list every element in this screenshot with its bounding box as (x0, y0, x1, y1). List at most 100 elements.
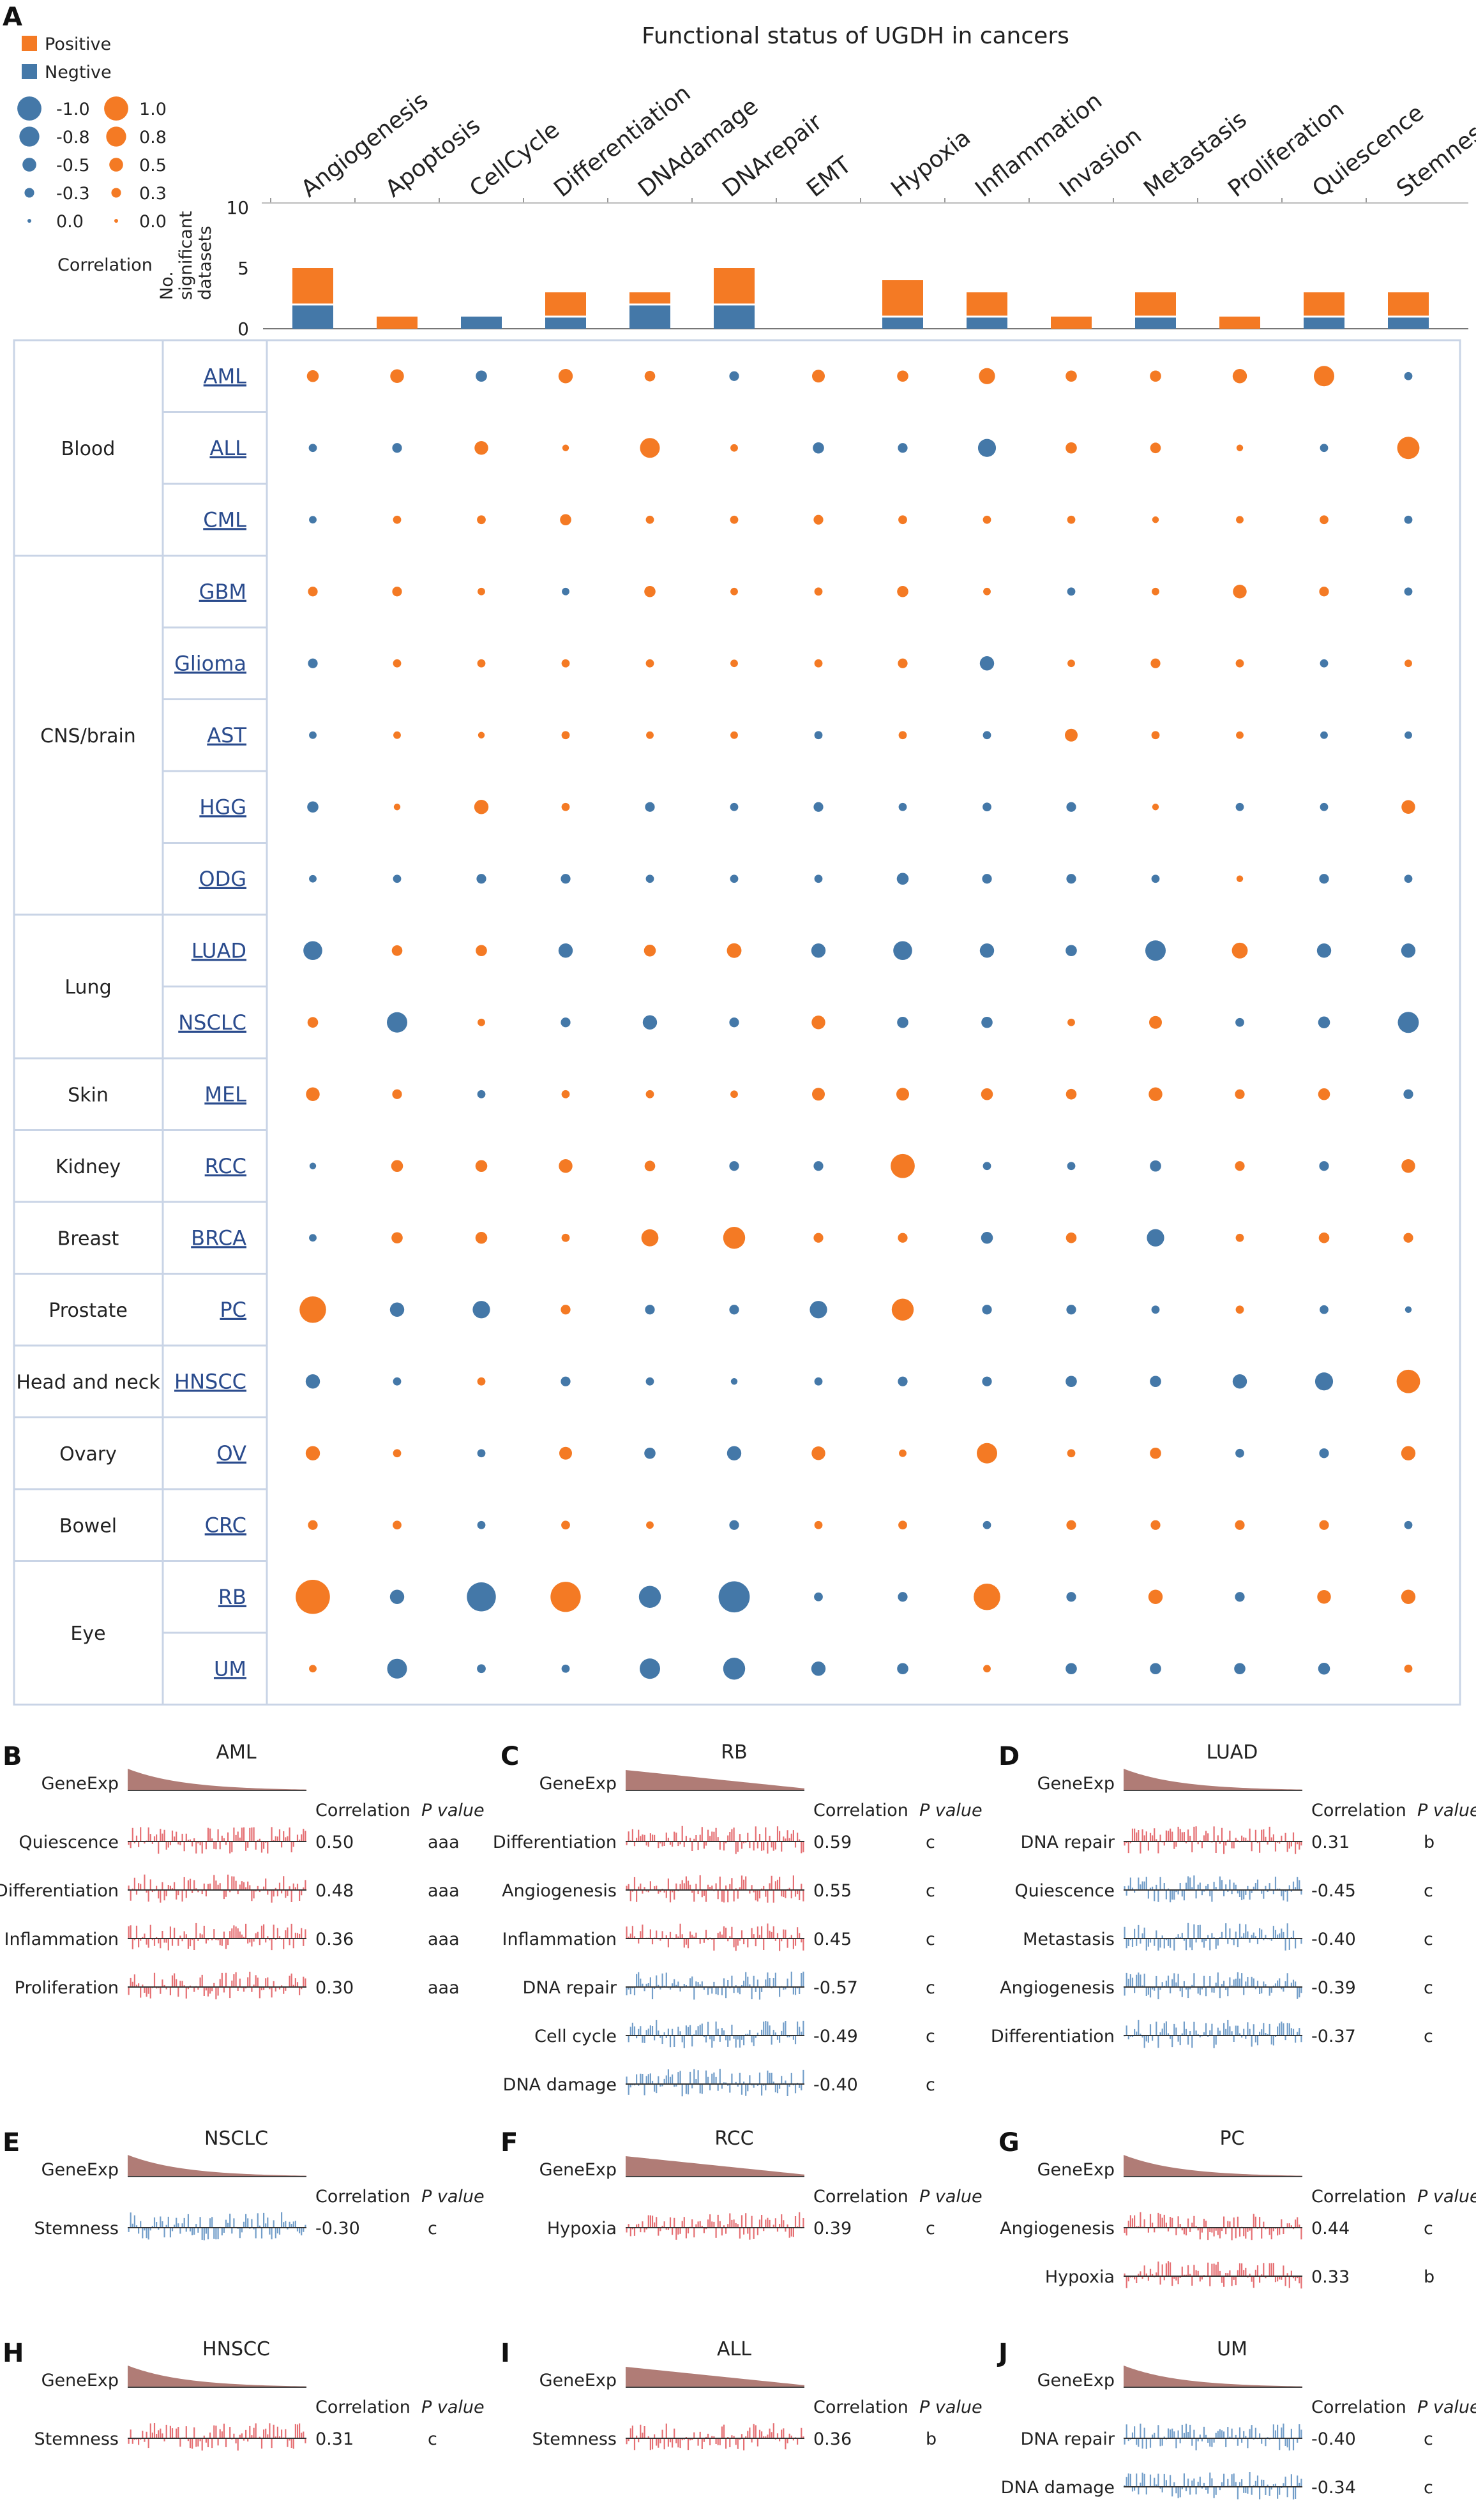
dot-aml-proliferation (1232, 369, 1247, 384)
dot-mel-invasion (1066, 1088, 1077, 1100)
dot-rb-cellcycle (467, 1582, 496, 1612)
geneexp-profile (128, 1769, 306, 1790)
dot-rb-quiescence (1317, 1590, 1331, 1604)
bar-negative-angiogenesis (292, 304, 333, 329)
trace-row: DNA repair 0.31 b (1021, 1826, 1435, 1854)
dot-all-dnarepair (730, 444, 738, 452)
trace-row: Hypoxia 0.33 b (1045, 2261, 1435, 2289)
matrix-border (13, 339, 1461, 1706)
dot-aml-metastasis (1150, 370, 1161, 382)
dot-all-angiogenesis (308, 444, 317, 453)
dot-mel-stemness (1403, 1089, 1413, 1099)
trace-tumor-name: NSCLC (204, 2127, 268, 2150)
p-value-header: P value (1417, 1801, 1476, 1820)
trace-row: Differentiation -0.37 c (991, 2020, 1433, 2048)
geneexp-label: GeneExp (41, 1774, 119, 1794)
trace-panel-letter: G (998, 2128, 1020, 2157)
dot-cml-dnarepair (730, 515, 739, 524)
dot-odg-dnarepair (730, 874, 739, 883)
trace-row-label: Hypoxia (547, 2219, 617, 2239)
dot-brca-cellcycle (475, 1231, 488, 1244)
group-label-breast: Breast (57, 1227, 119, 1250)
dot-gbm-metastasis (1152, 587, 1159, 596)
geneexp-label: GeneExp (41, 2160, 119, 2180)
dot-hnscc-quiescence (1314, 1372, 1334, 1391)
trace-correlation-value: -0.57 (813, 1978, 858, 1998)
legend-positive-size-circle (111, 188, 121, 198)
dot-rcc-quiescence (1319, 1161, 1329, 1171)
dot-matrix: Blood CNS/brain Lung Skin Kidney Breast Prosta… (13, 339, 1461, 1706)
legend-negative-size-circle (19, 126, 40, 147)
dot-rcc-emt (813, 1161, 824, 1171)
dot-hnscc-invasion (1066, 1376, 1077, 1388)
bar-positive-proliferation (1219, 317, 1260, 329)
trace-row-label: Stemness (34, 2429, 119, 2449)
legend-positive-size-value: 0.3 (139, 184, 167, 204)
dot-um-dnadamage (640, 1658, 660, 1679)
trace-correlation-value: -0.40 (1311, 2429, 1356, 2449)
dot-luad-angiogenesis (303, 941, 322, 961)
dot-pc-apoptosis (389, 1302, 405, 1317)
dot-ov-stemness (1401, 1446, 1416, 1460)
dot-glioma-angiogenesis (308, 658, 318, 668)
trace-correlation-value: 0.36 (315, 1930, 354, 1949)
dot-luad-differentiation (558, 943, 573, 958)
trace-p-value: b (1424, 1833, 1435, 1852)
dot-luad-apoptosis (391, 945, 403, 956)
trace-tumor-name: PC (1219, 2127, 1244, 2150)
dot-mel-inflammation (981, 1088, 993, 1100)
legend-negative-size-circle (22, 158, 36, 172)
geneexp-label: GeneExp (1037, 1774, 1115, 1794)
trace-row-label: DNA damage (1001, 2478, 1115, 2498)
column-header-differentiation: Differentiation (549, 80, 695, 202)
trace-correlation-value: 0.30 (315, 1978, 354, 1998)
legend-negative-size-value: 0.0 (56, 212, 84, 232)
dot-rcc-apoptosis (391, 1160, 403, 1173)
dot-brca-dnarepair (723, 1227, 746, 1249)
dot-rcc-angiogenesis (309, 1162, 317, 1169)
dot-ov-dnadamage (644, 1447, 656, 1459)
dot-cml-hypoxia (898, 515, 907, 525)
trace-correlation-value: 0.45 (813, 1930, 852, 1949)
dot-odg-apoptosis (393, 874, 402, 883)
dot-hnscc-dnadamage (645, 1377, 654, 1386)
trace-p-value: aaa (428, 1978, 460, 1998)
tumor-link-hgg: HGG (199, 795, 246, 819)
dot-glioma-inflammation (979, 656, 995, 671)
dot-glioma-invasion (1067, 659, 1075, 668)
dot-glioma-apoptosis (393, 659, 402, 668)
p-value-header: P value (1417, 2397, 1476, 2417)
dot-ov-inflammation (977, 1443, 997, 1464)
geneexp-label: GeneExp (1037, 2371, 1115, 2390)
dot-hnscc-emt (814, 1377, 823, 1386)
dot-luad-stemness (1401, 943, 1416, 958)
dot-ov-metastasis (1150, 1447, 1161, 1459)
dot-glioma-metastasis (1150, 658, 1161, 668)
dot-aml-invasion (1066, 370, 1077, 382)
trace-p-value: aaa (428, 1881, 460, 1901)
dot-nsclc-apoptosis (387, 1012, 407, 1033)
dot-all-stemness (1397, 437, 1420, 460)
dot-gbm-cellcycle (478, 587, 485, 596)
dot-ov-quiescence (1319, 1448, 1329, 1459)
dot-mel-hypoxia (896, 1088, 909, 1101)
geneexp-profile (1124, 2366, 1302, 2387)
trace-panel-d: D LUAD GeneExp Correlation P value DNA repair… (991, 1741, 1476, 2048)
trace-tumor-name: RB (721, 1741, 747, 1764)
dot-luad-invasion (1066, 945, 1077, 957)
dot-odg-quiescence (1319, 874, 1329, 884)
dot-hgg-inflammation (983, 802, 991, 812)
tumor-link-pc: PC (220, 1298, 246, 1322)
trace-signal (1124, 2261, 1302, 2289)
dot-nsclc-proliferation (1235, 1017, 1244, 1027)
dot-cml-emt (813, 514, 824, 525)
group-label-eye: Eye (70, 1623, 105, 1645)
trace-row-label: Quiescence (1014, 1881, 1115, 1901)
dot-crc-inflammation (983, 1520, 991, 1529)
trace-correlation-value: 0.59 (813, 1833, 852, 1852)
geneexp-label: GeneExp (41, 2371, 119, 2390)
bar-positive-angiogenesis (292, 268, 333, 304)
dot-um-hypoxia (897, 1663, 908, 1675)
dot-glioma-cellcycle (477, 659, 486, 668)
dot-all-emt (813, 442, 824, 454)
